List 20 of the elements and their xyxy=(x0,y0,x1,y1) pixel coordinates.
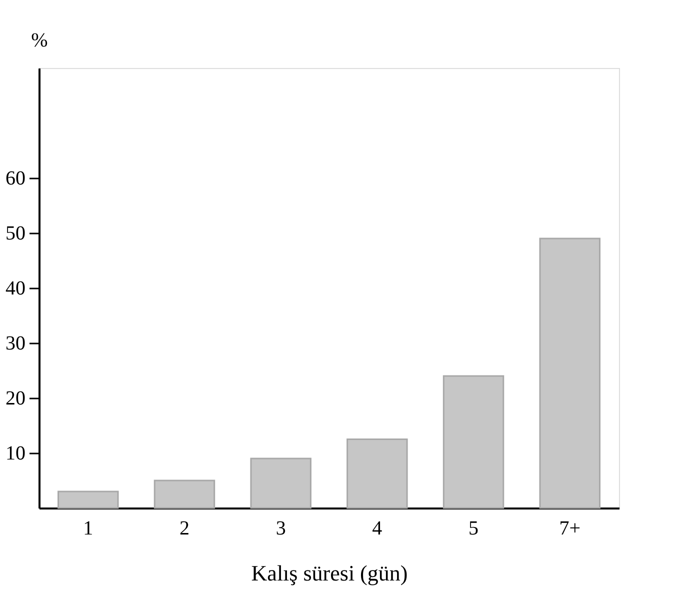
x-tick-label: 7+ xyxy=(559,518,581,540)
x-tick-label: 1 xyxy=(83,518,94,540)
bar xyxy=(346,438,408,509)
x-tick-label: 4 xyxy=(372,518,382,540)
x-axis-title: Kalış süresi (gün) xyxy=(251,560,408,586)
bar xyxy=(539,238,600,509)
bar xyxy=(58,490,119,509)
bar xyxy=(442,375,504,509)
bar xyxy=(250,458,312,509)
y-tick-label: 40 xyxy=(6,278,26,300)
y-tick-label: 60 xyxy=(6,168,26,190)
y-tick-label: 30 xyxy=(6,332,26,354)
y-tick-label: 50 xyxy=(6,222,26,244)
bar xyxy=(154,480,216,509)
y-tick-label: 10 xyxy=(6,442,26,464)
y-tick-label: 20 xyxy=(6,388,26,410)
x-tick-label: 2 xyxy=(179,518,190,540)
x-tick-label: 3 xyxy=(276,518,286,540)
y-axis-title: % xyxy=(31,30,48,52)
x-tick-label: 5 xyxy=(468,518,479,540)
